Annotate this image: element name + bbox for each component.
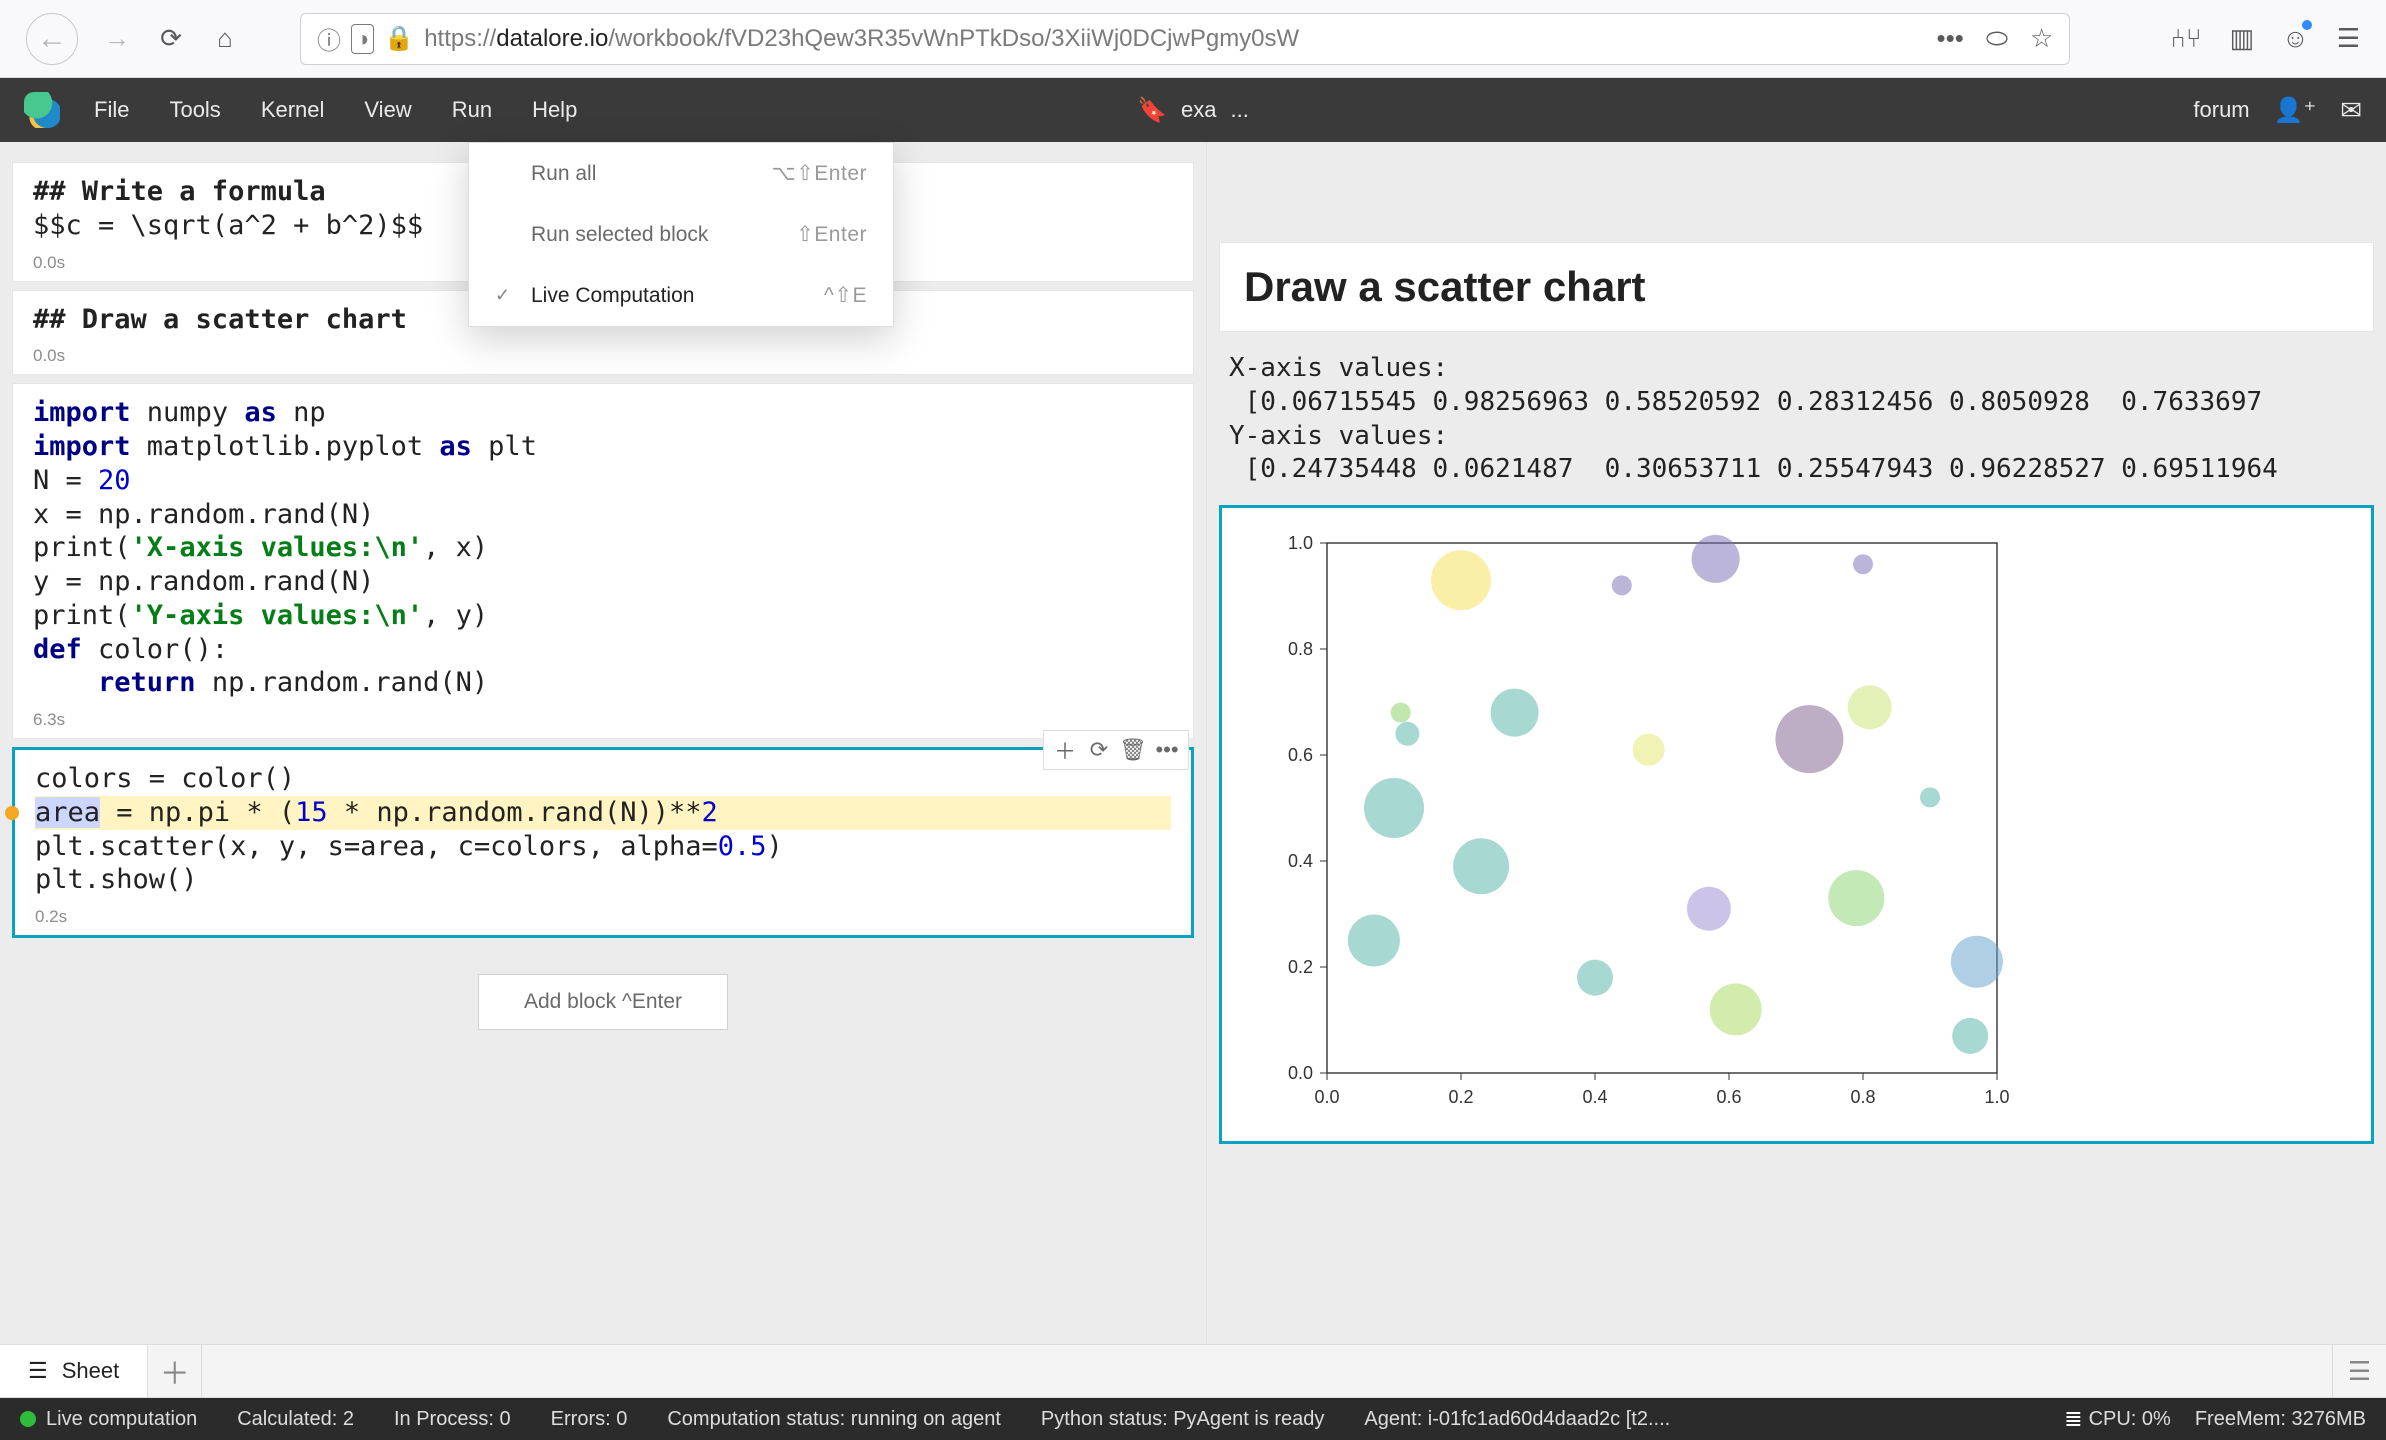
scatter-heading-time: 0.0s [13,342,1193,374]
run-all-item[interactable]: Run all ⌥⇧Enter [469,143,893,204]
run-selected-item[interactable]: Run selected block ⇧Enter [469,204,893,265]
lock-icon[interactable]: 🔒 [384,24,414,53]
refresh-cell-button[interactable]: ⟳ [1084,735,1114,765]
live-label: Live Computation [531,284,694,308]
home-button[interactable]: ⌂ [210,24,240,54]
sheet-tabs: ☰ Sheet ＋ ☰ [0,1344,2386,1398]
menu-run[interactable]: Run [452,97,492,123]
svg-text:0.6: 0.6 [1716,1087,1741,1107]
url-host: datalore.io [496,25,608,52]
sheet-tab[interactable]: ☰ Sheet [0,1345,148,1397]
run-all-label: Run all [531,162,596,186]
notebook-more[interactable]: ... [1231,97,1249,123]
check-icon: ✓ [495,285,515,306]
logo-icon [24,92,60,128]
status-cpu: CPU: 0% [2064,1406,2171,1432]
shield-icon[interactable]: ◑ [351,24,374,54]
star-icon[interactable]: ☆ [2030,23,2053,54]
output-pane: Draw a scatter chart X-axis values: [0.0… [1206,142,2386,1344]
cell-code-2[interactable]: ＋ ⟳ 🗑 ••• colors = color() area = np.pi … [12,747,1194,938]
status-errors: Errors: 0 [551,1408,628,1431]
sidebar-icon[interactable]: ▥ [2230,23,2255,54]
cell-code-1[interactable]: import numpy as np import matplotlib.pyp… [12,383,1194,739]
url-bar[interactable]: ⓘ ◑ 🔒 https://datalore.io/workbook/fVD23… [300,13,2070,65]
notebook-tab[interactable]: 🔖 exa ... [1137,96,1249,125]
more-cell-button[interactable]: ••• [1152,735,1182,765]
svg-text:0.2: 0.2 [1288,957,1313,977]
app-header: File Tools Kernel View Run Help 🔖 exa ..… [0,78,2386,142]
status-inprocess: In Process: 0 [394,1408,511,1431]
list-icon: ☰ [28,1358,48,1384]
forum-link[interactable]: forum [2193,97,2249,123]
info-icon[interactable]: ⓘ [317,21,341,56]
add-sheet-button[interactable]: ＋ [148,1345,202,1397]
account-icon[interactable]: ☺ [2282,23,2309,54]
code1-time: 6.3s [13,706,1193,738]
mail-icon[interactable]: ✉ [2340,95,2362,126]
live-computation-item[interactable]: ✓ Live Computation ^⇧E [469,265,893,326]
hamburger-icon[interactable]: ☰ [2337,23,2360,54]
cell-toolbar: ＋ ⟳ 🗑 ••• [1043,730,1189,770]
svg-text:0.6: 0.6 [1288,745,1313,765]
code2-time: 0.2s [15,903,1191,935]
svg-text:0.8: 0.8 [1288,639,1313,659]
browser-chrome: ← → ⟳ ⌂ ⓘ ◑ 🔒 https://datalore.io/workbo… [0,0,2386,78]
status-calculated: Calculated: 2 [237,1408,354,1431]
status-mem: FreeMem: 3276MB [2195,1408,2366,1431]
warning-dot-icon [5,806,19,820]
svg-text:0.0: 0.0 [1288,1063,1313,1083]
svg-text:0.8: 0.8 [1850,1087,1875,1107]
run-selected-shortcut: ⇧Enter [796,222,867,247]
run-selected-label: Run selected block [531,223,708,247]
svg-text:1.0: 1.0 [1288,533,1313,553]
share-icon[interactable]: 👤⁺ [2274,96,2317,125]
status-bar: Live computation Calculated: 2 In Proces… [0,1398,2386,1440]
status-comp: Computation status: running on agent [667,1408,1001,1431]
menu-kernel[interactable]: Kernel [261,97,325,123]
svg-text:0.4: 0.4 [1288,851,1313,871]
status-python: Python status: PyAgent is ready [1041,1408,1325,1431]
menu-help[interactable]: Help [532,97,577,123]
library-icon[interactable]: ⑃⑂ [2170,23,2201,54]
add-cell-button[interactable]: ＋ [1050,735,1080,765]
back-button[interactable]: ← [26,13,78,65]
menu-view[interactable]: View [364,97,411,123]
notebook-name: exa [1181,97,1216,123]
bookmark-icon: 🔖 [1137,96,1167,125]
pocket-icon[interactable]: ⬭ [1986,23,2008,55]
run-all-shortcut: ⌥⇧Enter [772,161,868,186]
output-text: X-axis values: [0.06715545 0.98256963 0.… [1219,344,2374,495]
menu-file[interactable]: File [94,97,129,123]
run-dropdown: Run all ⌥⇧Enter Run selected block ⇧Ente… [468,142,894,327]
reload-button[interactable]: ⟳ [156,24,186,54]
sheet-menu-button[interactable]: ☰ [2332,1345,2386,1397]
delete-cell-button[interactable]: 🗑 [1118,735,1148,765]
add-block-button[interactable]: Add block ^Enter [478,974,728,1030]
sheet-label: Sheet [62,1358,120,1384]
output-title: Draw a scatter chart [1219,242,2374,332]
svg-text:0.2: 0.2 [1448,1087,1473,1107]
status-live[interactable]: Live computation [20,1408,197,1431]
url-path: /workbook/fVD23hQew3R35vWnPTkDso/3XiiWj0… [608,25,1299,52]
live-shortcut: ^⇧E [824,283,867,308]
status-agent: Agent: i-01fc1ad60d4daad2c [t2.... [1364,1408,1670,1431]
svg-text:0.0: 0.0 [1314,1087,1339,1107]
more-icon[interactable]: ••• [1937,23,1964,54]
forward-button[interactable]: → [102,24,132,54]
workspace: ## Write a formula $$c = \sqrt(a^2 + b^2… [0,142,2386,1344]
svg-text:1.0: 1.0 [1984,1087,2009,1107]
menu-tools[interactable]: Tools [169,97,220,123]
main-menu: File Tools Kernel View Run Help [94,97,577,123]
svg-text:0.4: 0.4 [1582,1087,1607,1107]
scatter-chart: 0.0 0.2 0.4 0.6 0.8 1.0 0.0 0.2 0.4 0.6 0.8 1.0 [1219,505,2374,1144]
